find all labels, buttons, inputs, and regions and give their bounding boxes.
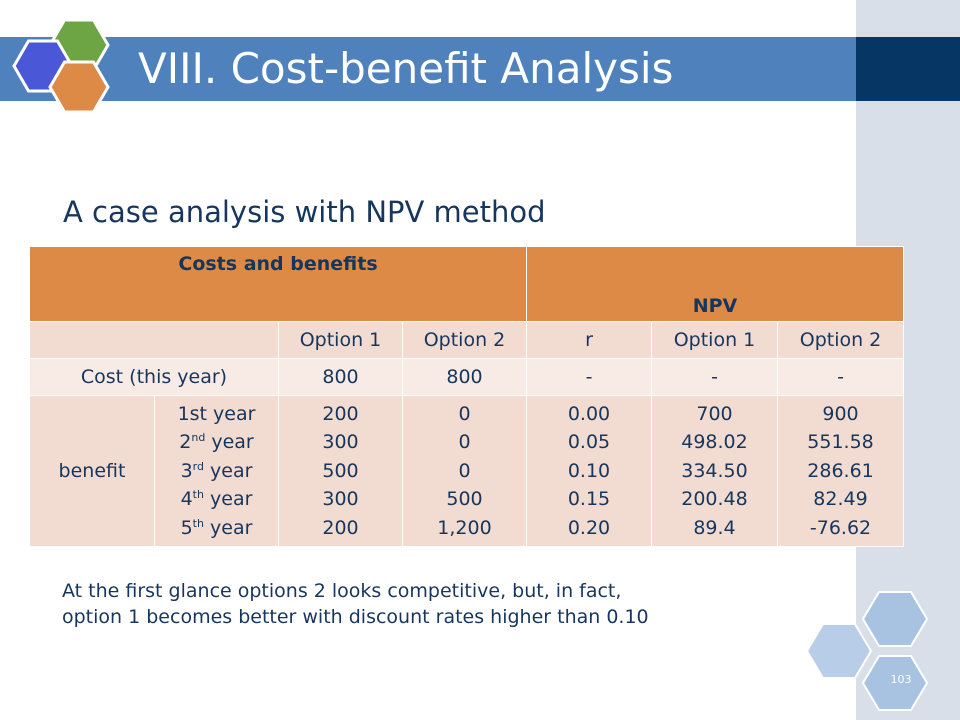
cost-option2: 800 [402, 358, 527, 396]
npv-option2-value: 82.49 [813, 488, 868, 511]
header-npv: NPV [525, 246, 905, 322]
note-line-1: At the first glance options 2 looks comp… [62, 580, 622, 602]
cost-r: - [526, 358, 652, 396]
subheader-npv-option1: Option 1 [651, 321, 778, 359]
npv-option2-value: -76.62 [809, 516, 872, 539]
npv-option1-value: 89.4 [693, 516, 736, 539]
benefit-option2-value: 0 [458, 459, 471, 482]
year-4: 4th year [180, 488, 253, 511]
npv-option1-value: 200.48 [681, 488, 748, 511]
title-bar-dark-end [856, 37, 960, 101]
benefit-label: benefit [29, 395, 155, 547]
r-value: 0.10 [567, 459, 611, 482]
benefit-option1-value: 200 [322, 516, 359, 539]
year-2: 2nd year [179, 431, 254, 454]
benefit-npv-option1-cell: 700 498.02 334.50 200.48 89.4 [651, 395, 778, 547]
cost-npv-option1: - [651, 358, 778, 396]
year-1: 1st year [177, 402, 256, 425]
cost-label: Cost (this year) [29, 358, 279, 396]
benefit-option1-value: 300 [322, 488, 359, 511]
page-number: 103 [890, 673, 912, 686]
benefit-option1-value: 200 [322, 402, 359, 425]
table-header-row: Costs and benefits NPV [29, 246, 905, 322]
benefit-option2-value: 0 [458, 402, 471, 425]
npv-table: Costs and benefits NPV Option 1 Option 2… [29, 246, 905, 547]
header-costs-benefits: Costs and benefits [29, 246, 527, 322]
table-subheader-row: Option 1 Option 2 r Option 1 Option 2 [29, 321, 905, 359]
year-5: 5th year [180, 516, 253, 539]
table-row-cost: Cost (this year) 800 800 - - - [29, 358, 905, 396]
table-row-benefit: benefit 1st year 2nd year 3rd year 4th y… [29, 395, 905, 547]
npv-option1-value: 700 [696, 402, 733, 425]
cost-option1: 800 [278, 358, 403, 396]
benefit-option1-cell: 200 300 500 300 200 [278, 395, 403, 547]
hexagon-logo-icon [12, 18, 110, 114]
slide-subtitle: A case analysis with NPV method [63, 195, 546, 229]
note-line-2: option 1 becomes better with discount ra… [62, 606, 649, 628]
benefit-r-cell: 0.00 0.05 0.10 0.15 0.20 [526, 395, 652, 547]
npv-option2-value: 286.61 [807, 459, 874, 482]
npv-option1-value: 334.50 [681, 459, 748, 482]
benefit-option1-value: 300 [322, 431, 359, 454]
benefit-option2-value: 0 [458, 431, 471, 454]
npv-option2-value: 900 [822, 402, 859, 425]
benefit-option2-cell: 0 0 0 500 1,200 [402, 395, 527, 547]
r-value: 0.00 [567, 402, 611, 425]
subheader-option2: Option 2 [402, 321, 527, 359]
npv-option1-value: 498.02 [681, 431, 748, 454]
subheader-option1: Option 1 [278, 321, 403, 359]
slide-title: VIII. Cost-benefit Analysis [138, 44, 674, 93]
conclusion-note: At the first glance options 2 looks comp… [62, 578, 649, 630]
benefit-option1-value: 500 [322, 459, 359, 482]
benefit-years-cell: 1st year 2nd year 3rd year 4th year 5th … [154, 395, 279, 547]
r-value: 0.20 [567, 516, 611, 539]
benefit-option2-value: 1,200 [437, 516, 492, 539]
r-value: 0.05 [567, 431, 611, 454]
cost-npv-option2: - [776, 358, 905, 396]
npv-option2-value: 551.58 [807, 431, 874, 454]
subheader-npv-option2: Option 2 [776, 321, 905, 359]
benefit-npv-option2-cell: 900 551.58 286.61 82.49 -76.62 [776, 395, 905, 547]
title-bar [0, 37, 856, 101]
year-3: 3rd year [180, 459, 253, 482]
benefit-option2-value: 500 [446, 488, 483, 511]
r-value: 0.15 [567, 488, 611, 511]
